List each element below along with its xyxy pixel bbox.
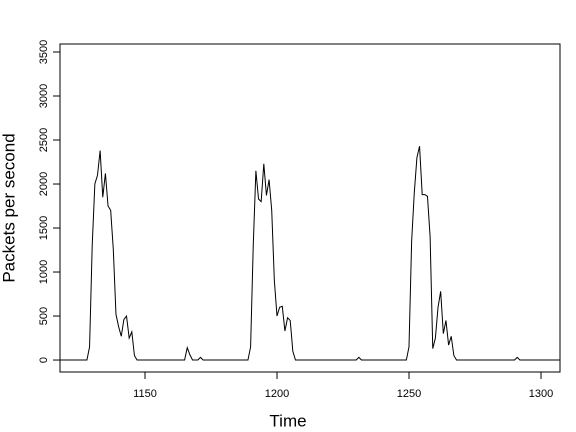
y-axis-title: Packets per second (0, 133, 18, 282)
x-tick-label: 1200 (265, 388, 289, 400)
plot-frame (59, 43, 561, 373)
y-tick-label: 0 (38, 357, 50, 363)
y-tick-label: 500 (38, 307, 50, 325)
y-tick-label: 1500 (38, 216, 50, 240)
y-tick-label: 2500 (38, 128, 50, 152)
y-tick-label: 3000 (38, 84, 50, 108)
x-tick-label: 1300 (529, 388, 553, 400)
y-tick-label: 3500 (38, 40, 50, 64)
data-line (60, 146, 560, 361)
x-tick-label: 1250 (397, 388, 421, 400)
x-axis-title: Time (269, 411, 306, 430)
x-tick-label: 1150 (133, 388, 157, 400)
y-tick-label: 2000 (38, 172, 50, 196)
y-tick-label: 1000 (38, 260, 50, 284)
